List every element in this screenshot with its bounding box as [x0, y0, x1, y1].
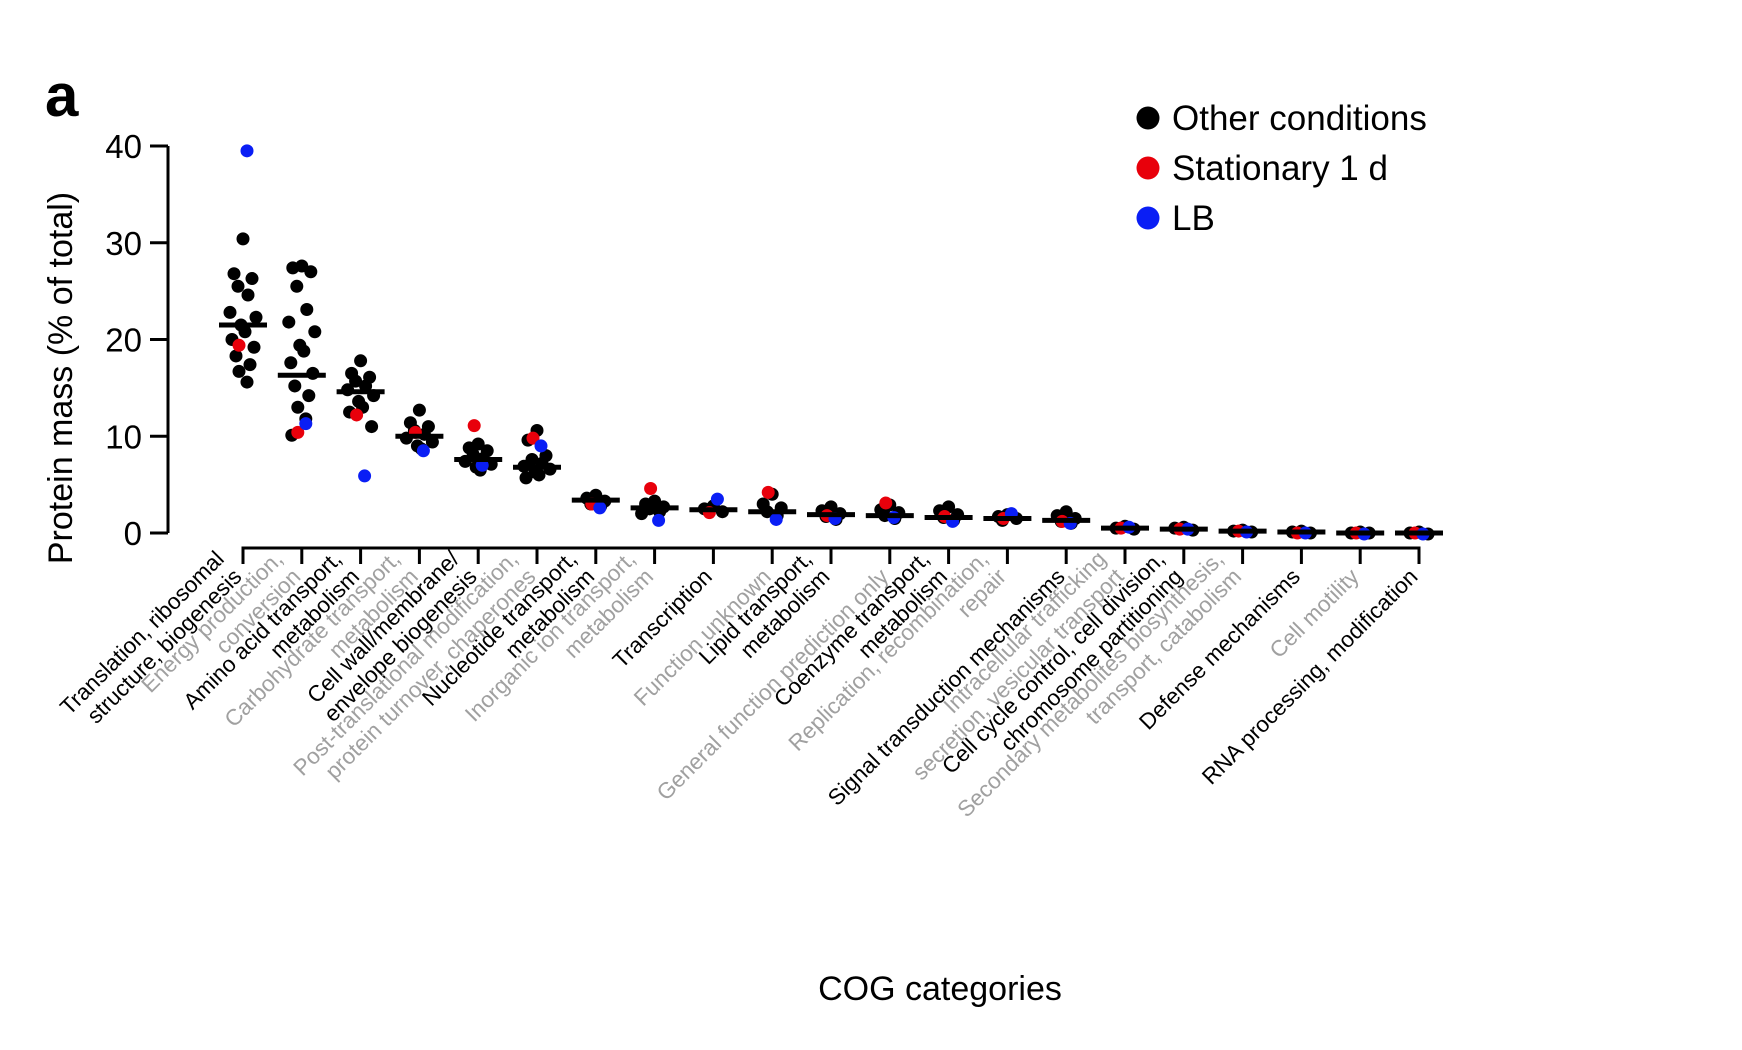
point-other-conditions — [286, 261, 300, 275]
axes: 0 10 20 30 40 — [105, 128, 1421, 564]
panel-label: a — [45, 62, 79, 129]
point-other-conditions — [229, 349, 243, 363]
point-stationary-1d — [350, 408, 364, 422]
point-stationary-1d — [467, 419, 481, 433]
point-other-conditions — [243, 358, 257, 372]
point-other-conditions — [223, 305, 237, 319]
legend: Other conditions Stationary 1 d LB — [1136, 99, 1427, 238]
point-stationary-1d — [291, 425, 305, 439]
point-other-conditions — [349, 374, 363, 388]
x-axis-title: COG categories — [818, 970, 1062, 1008]
point-other-conditions — [297, 344, 311, 358]
point-other-conditions — [425, 435, 439, 449]
y-tick-label: 0 — [124, 515, 142, 552]
point-other-conditions — [304, 265, 318, 279]
point-other-conditions — [282, 315, 296, 329]
point-other-conditions — [365, 420, 379, 434]
point-other-conditions — [240, 375, 254, 389]
point-other-conditions — [284, 356, 298, 370]
point-lb — [358, 469, 372, 483]
point-lb — [593, 501, 607, 515]
point-other-conditions — [238, 325, 252, 339]
legend-marker-other — [1136, 106, 1160, 130]
point-lb — [534, 439, 548, 453]
y-tick-label: 20 — [105, 322, 142, 359]
point-lb — [299, 417, 313, 431]
point-lb — [416, 444, 430, 458]
point-lb — [240, 144, 254, 158]
point-lb — [769, 512, 783, 526]
legend-marker-stationary — [1136, 156, 1160, 180]
point-other-conditions — [302, 389, 316, 403]
point-other-conditions — [300, 303, 314, 317]
point-other-conditions — [247, 340, 261, 354]
point-other-conditions — [519, 471, 533, 485]
y-axis-title: Protein mass (% of total) — [42, 192, 80, 564]
point-lb — [475, 458, 489, 472]
point-stationary-1d — [232, 338, 246, 352]
point-other-conditions — [290, 279, 304, 293]
point-lb — [710, 492, 724, 506]
point-other-conditions — [232, 364, 246, 378]
point-other-conditions — [532, 468, 546, 482]
data-points — [223, 144, 1435, 541]
point-stationary-1d — [644, 481, 658, 495]
category-label-line: RNA processing, modification — [1197, 564, 1422, 789]
legend-marker-lb — [1136, 206, 1160, 230]
point-other-conditions — [249, 310, 263, 324]
median-bars — [219, 322, 1443, 536]
point-other-conditions — [245, 272, 259, 286]
point-other-conditions — [354, 354, 368, 368]
point-other-conditions — [291, 400, 305, 414]
point-stationary-1d — [761, 485, 775, 499]
point-other-conditions — [412, 403, 426, 417]
point-other-conditions — [236, 232, 250, 246]
legend-label-other: Other conditions — [1172, 99, 1427, 138]
point-stationary-1d — [879, 496, 893, 510]
point-other-conditions — [359, 379, 373, 393]
point-other-conditions — [227, 267, 241, 281]
y-tick-label: 40 — [105, 128, 142, 165]
point-lb — [652, 513, 666, 527]
point-other-conditions — [231, 279, 245, 293]
legend-label-stationary: Stationary 1 d — [1172, 149, 1388, 188]
point-other-conditions — [308, 325, 322, 339]
category-label: RNA processing, modification — [1197, 564, 1422, 789]
y-tick-label: 30 — [105, 225, 142, 262]
point-other-conditions — [635, 507, 649, 521]
legend-label-lb: LB — [1172, 199, 1215, 238]
y-tick-label: 10 — [105, 418, 142, 455]
point-stationary-1d — [526, 431, 540, 445]
point-other-conditions — [241, 288, 255, 302]
point-other-conditions — [288, 379, 302, 393]
